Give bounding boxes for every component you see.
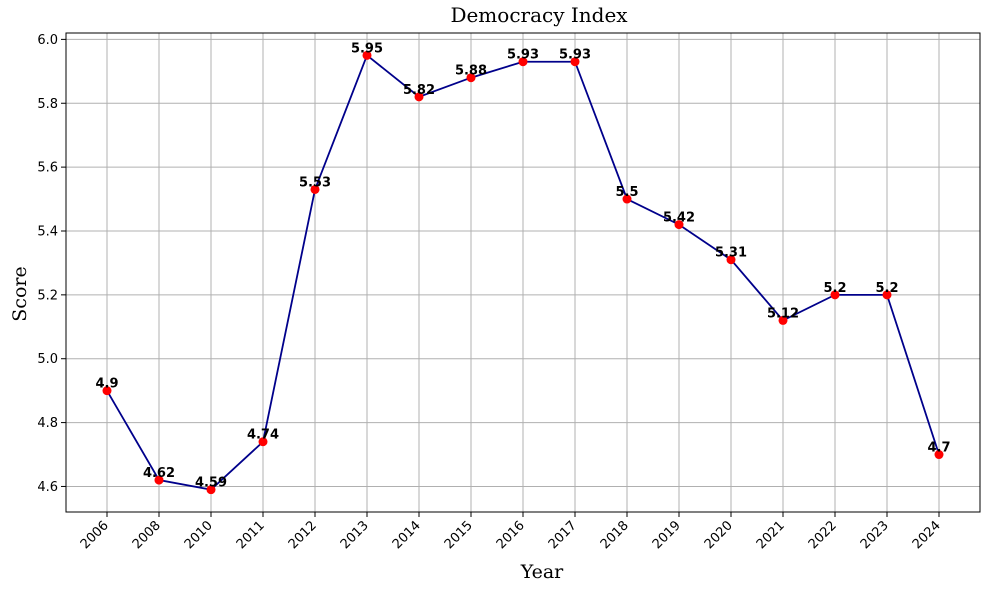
data-point [882,290,892,300]
x-tick-label: 2014 [390,518,424,552]
y-tick-label: 5.8 [37,97,58,112]
data-point [726,255,736,265]
x-tick-label: 2015 [442,518,476,552]
data-label: 4.7 [927,441,950,456]
x-tick-label: 2022 [806,518,840,552]
data-point [934,450,944,460]
data-label: 5.95 [351,41,383,56]
data-label: 4.59 [195,476,227,491]
data-label: 5.5 [615,185,638,200]
y-tick-label: 5.4 [37,224,58,239]
data-point [466,73,476,83]
y-axis-label: Score [9,266,31,321]
data-label: 4.9 [95,377,118,392]
x-tick-label: 2016 [494,518,528,552]
data-label: 5.93 [507,48,539,63]
data-point [258,437,268,447]
y-tick-label: 5.2 [37,288,58,303]
data-point [674,220,684,230]
data-point [154,475,164,485]
data-label: 5.31 [715,246,747,261]
data-label: 5.93 [559,48,591,63]
data-label: 5.2 [875,281,898,296]
x-tick-label: 2024 [910,518,944,552]
data-point [570,57,580,67]
plot-frame [65,32,981,513]
data-label: 4.74 [247,428,279,443]
x-tick-label: 2018 [598,518,632,552]
y-tick-label: 4.6 [37,480,58,495]
x-tick-label: 2023 [858,518,892,552]
x-tick-label: 2010 [182,518,216,552]
data-point [414,92,424,102]
x-tick-label: 2013 [338,518,372,552]
x-tick-label: 2020 [702,518,736,552]
data-point [310,184,320,194]
data-point [206,485,216,495]
data-point [622,194,632,204]
data-point [830,290,840,300]
x-tick-label: 2011 [234,518,268,552]
data-label: 5.88 [455,64,487,79]
x-tick-label: 2021 [754,518,788,552]
series: 4.9 4.62 4.59 4.74 5.53 5.95 5.82 5.88 5.93 5.93 5… [95,41,951,495]
grid [66,33,980,512]
x-tick-label: 2017 [546,518,580,552]
y-tick-label: 5.6 [37,161,58,176]
data-point [778,315,788,325]
x-axis-label: Year [520,561,564,583]
data-label: 5.82 [403,83,435,98]
data-point [518,57,528,67]
data-label: 5.2 [823,281,846,296]
y-tick-label: 4.8 [37,416,58,431]
x-tick-label: 2006 [78,518,112,552]
y-tick-label: 6.0 [37,33,58,48]
data-label: 4.62 [143,466,175,481]
data-point [362,50,372,60]
x-tick-label: 2012 [286,518,320,552]
chart-title: Democracy Index [450,3,628,27]
x-tick-label: 2019 [650,518,684,552]
data-label: 5.12 [767,306,799,321]
data-label: 5.42 [663,211,695,226]
x-tick-label: 2008 [130,518,164,552]
data-label: 5.53 [299,175,331,190]
data-point [102,386,112,396]
y-tick-label: 5.0 [37,352,58,367]
